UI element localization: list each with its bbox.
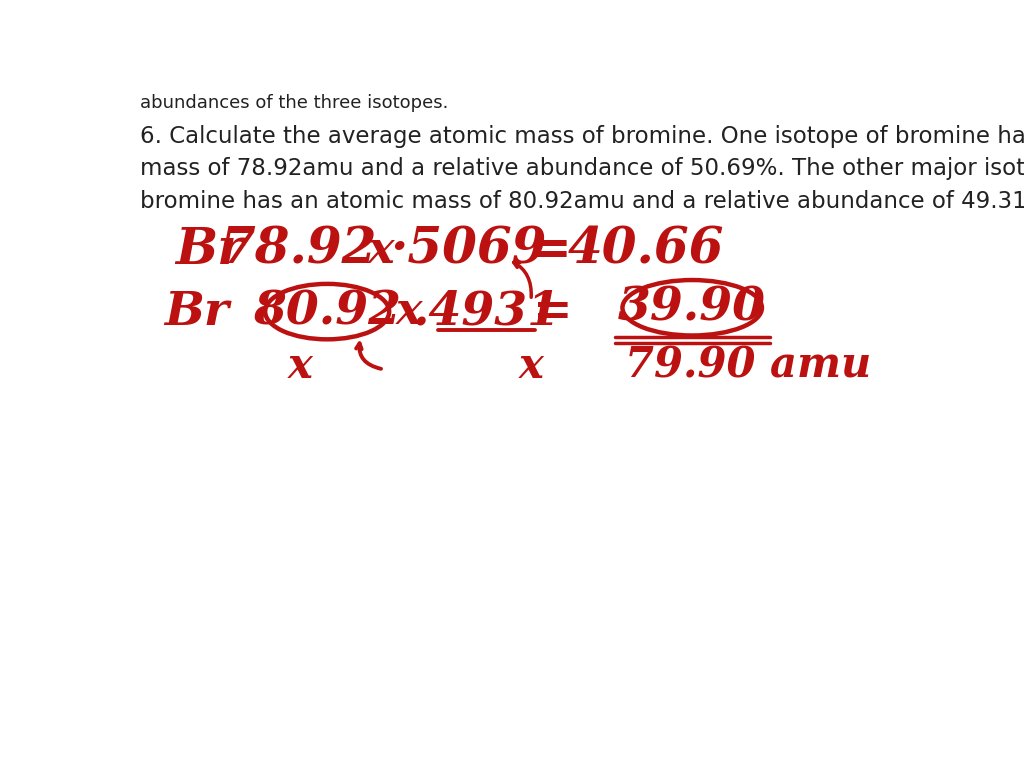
Text: abundances of the three isotopes.: abundances of the three isotopes. xyxy=(139,94,449,112)
Text: 39.90: 39.90 xyxy=(618,285,766,331)
Text: x: x xyxy=(518,345,544,386)
Text: x: x xyxy=(395,290,422,333)
Text: .4931: .4931 xyxy=(412,289,560,335)
Text: x: x xyxy=(369,229,394,272)
Text: Br: Br xyxy=(164,289,228,335)
Text: 78.92: 78.92 xyxy=(220,226,377,274)
Text: ·5069: ·5069 xyxy=(391,226,547,274)
Text: 80.92: 80.92 xyxy=(253,289,401,335)
Text: x: x xyxy=(288,345,312,386)
Text: 6. Calculate the average atomic mass of bromine. One isotope of bromine has an a: 6. Calculate the average atomic mass of … xyxy=(139,124,1024,214)
Text: Br: Br xyxy=(175,226,244,274)
Text: 79.90 amu: 79.90 amu xyxy=(625,345,871,386)
Text: 40.66: 40.66 xyxy=(567,226,724,274)
Text: =: = xyxy=(532,289,572,335)
Text: =: = xyxy=(529,226,571,274)
